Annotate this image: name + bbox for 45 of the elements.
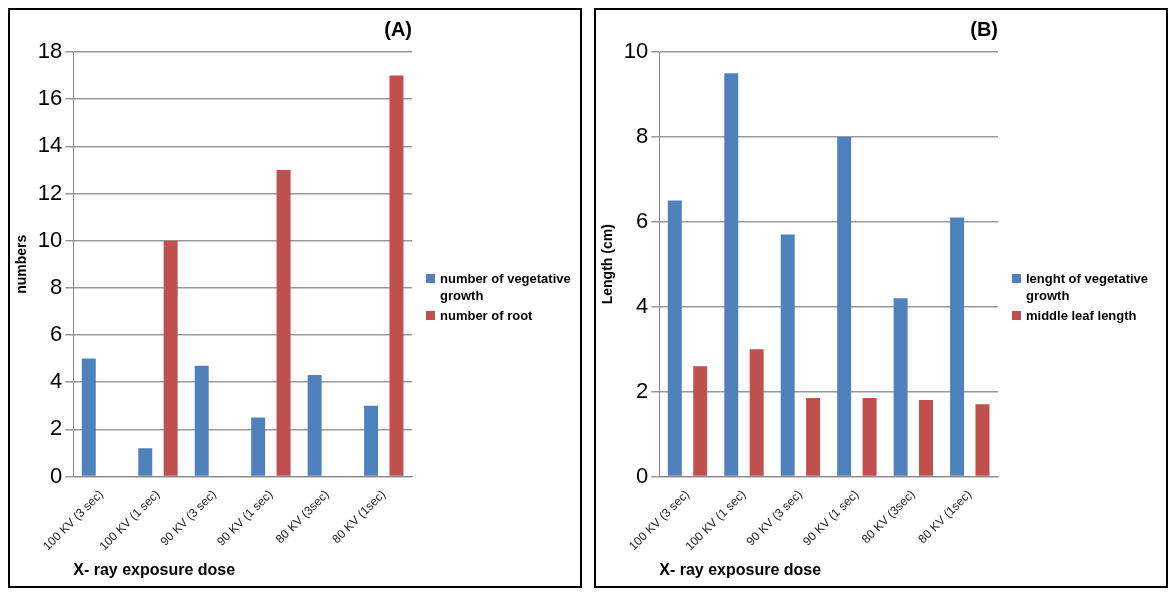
y-axis-title: Length (cm)	[599, 224, 616, 305]
bar	[749, 349, 764, 476]
y-tick-label: 8	[50, 273, 63, 299]
legend-label: middle leaf length	[1026, 306, 1137, 324]
bar	[163, 240, 178, 476]
bar	[364, 405, 379, 476]
y-tick-label: 6	[50, 321, 63, 347]
chart-title: (B)	[970, 17, 998, 40]
chart-title: (A)	[384, 17, 412, 40]
bar	[806, 397, 821, 476]
bar	[251, 417, 266, 476]
bar	[307, 375, 322, 476]
bar	[862, 397, 877, 476]
x-axis-title: X- ray exposure dose	[659, 560, 822, 578]
y-axis-title: numbers	[13, 234, 30, 294]
bar	[138, 448, 153, 476]
y-tick-label: 18	[37, 38, 63, 64]
bar	[780, 234, 795, 476]
bar	[194, 365, 209, 476]
y-tick-label: 8	[636, 122, 649, 148]
bar	[693, 366, 708, 476]
y-tick-label: 0	[50, 462, 63, 488]
y-tick-label: 4	[50, 368, 63, 394]
bar	[724, 73, 739, 476]
bar	[389, 75, 404, 476]
bar	[81, 358, 96, 476]
y-tick-label: 16	[37, 85, 63, 111]
legend-label: number of root	[440, 306, 533, 324]
y-tick-label: 2	[50, 415, 63, 441]
y-tick-label: 10	[37, 226, 63, 252]
bar	[667, 200, 682, 476]
bar	[837, 136, 852, 476]
y-tick-label: 10	[623, 38, 649, 64]
y-tick-label: 6	[636, 207, 649, 233]
y-tick-label: 2	[636, 377, 649, 403]
bar	[276, 169, 291, 476]
y-tick-label: 14	[37, 132, 63, 158]
bar	[919, 400, 934, 476]
bar	[950, 217, 965, 476]
x-axis-title: X- ray exposure dose	[73, 560, 236, 578]
bar	[893, 298, 908, 476]
y-tick-label: 12	[37, 179, 63, 205]
y-tick-label: 0	[636, 462, 649, 488]
y-tick-label: 4	[636, 292, 649, 318]
bar	[975, 404, 990, 476]
